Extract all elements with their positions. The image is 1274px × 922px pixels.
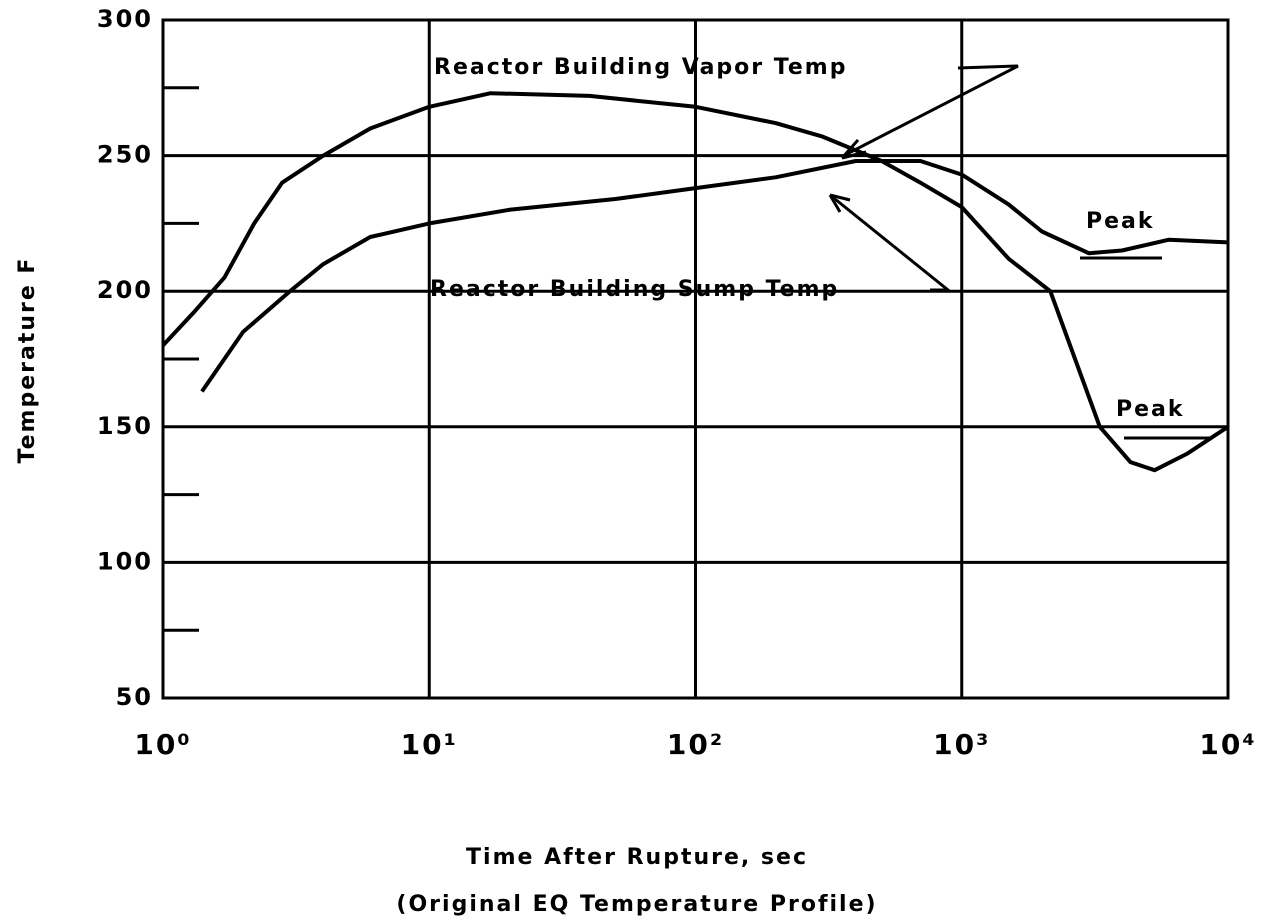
x-tick-label: 10⁰ xyxy=(134,728,191,761)
series-line xyxy=(161,91,1230,473)
y-tick-label: 150 xyxy=(97,412,153,440)
annotation: Peak xyxy=(1116,397,1185,422)
x-tick-label: 10² xyxy=(667,728,724,761)
x-tick-label: 10⁴ xyxy=(1199,728,1256,761)
series-line xyxy=(200,159,1229,393)
arrows xyxy=(828,64,1212,440)
y-axis-label: Temperature F xyxy=(15,257,40,464)
annotation: Reactor Building Vapor Temp xyxy=(434,55,847,80)
subtitle: (Original EQ Temperature Profile) xyxy=(396,892,877,917)
y-tick-label: 200 xyxy=(97,276,153,304)
x-tick-label: 10³ xyxy=(933,728,990,761)
x-tick-label: 10¹ xyxy=(401,728,458,761)
y-tick-label: 50 xyxy=(116,683,153,711)
y-tick-label: 250 xyxy=(97,141,153,169)
x-axis-label: Time After Rupture, sec xyxy=(466,845,808,870)
arrow xyxy=(829,193,953,292)
annotation: Peak xyxy=(1086,209,1155,234)
y-tick-label: 300 xyxy=(97,5,153,33)
arrow-head xyxy=(828,193,851,213)
arrow xyxy=(844,64,1019,157)
y-tick-label: 100 xyxy=(97,547,153,575)
annotation: Reactor Building Sump Temp xyxy=(430,277,839,302)
